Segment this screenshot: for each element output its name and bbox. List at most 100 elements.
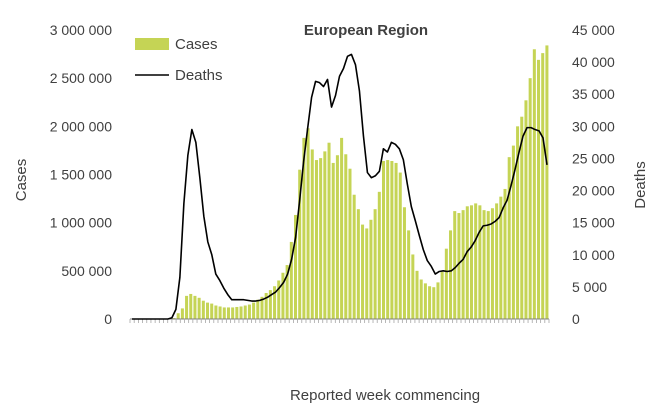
cases-bar — [189, 293, 193, 319]
cases-bar — [193, 295, 197, 319]
y2-tick-label: 20 000 — [572, 183, 615, 199]
cases-bar — [402, 207, 406, 319]
cases-bar — [524, 100, 528, 319]
y2-tick-label: 45 000 — [572, 22, 615, 38]
cases-bar — [185, 295, 189, 319]
cases-bar — [294, 214, 298, 319]
cases-bar — [214, 305, 218, 319]
cases-bar — [314, 160, 318, 319]
cases-bar — [511, 145, 515, 319]
cases-bar — [411, 254, 415, 319]
cases-bar — [180, 308, 184, 319]
cases-bar — [210, 303, 214, 319]
cases-bar — [537, 59, 541, 320]
cases-bar — [335, 155, 339, 319]
cases-bar — [327, 142, 331, 319]
cases-bar — [361, 224, 365, 319]
cases-bar — [235, 306, 239, 319]
cases-bar — [289, 241, 293, 319]
cases-bar — [218, 306, 222, 319]
cases-bar — [444, 248, 448, 319]
right-axis-ticks: 0 5 000 10 000 15 000 20 000 25 000 30 000 35 0… — [572, 22, 615, 327]
legend-swatch-cases — [135, 38, 169, 50]
chart-title: European Region — [304, 22, 428, 39]
cases-bar — [432, 287, 436, 319]
cases-bar — [281, 272, 285, 319]
cases-bar — [407, 230, 411, 319]
cases-bar — [285, 265, 289, 319]
cases-bar — [457, 213, 461, 319]
y2-tick-label: 35 000 — [572, 86, 615, 102]
cases-bar — [545, 45, 549, 319]
deaths-line-group — [132, 53, 548, 320]
cases-bar — [478, 205, 482, 319]
y2-tick-label: 25 000 — [572, 150, 615, 166]
cases-bar — [495, 203, 499, 319]
cases-bar — [398, 172, 402, 319]
cases-bar — [319, 158, 323, 319]
cases-bar — [474, 203, 478, 319]
cases-bar — [453, 211, 457, 319]
cases-bar — [277, 280, 281, 319]
y2-tick-label: 5 000 — [572, 279, 607, 295]
cases-bar — [373, 209, 377, 319]
cases-bars — [172, 45, 549, 320]
cases-bar — [243, 305, 247, 319]
cases-bar — [260, 296, 264, 319]
cases-bar — [428, 286, 432, 319]
cases-bar — [516, 126, 520, 319]
cases-bar — [176, 313, 180, 319]
cases-bar — [256, 299, 260, 319]
cases-bar — [503, 188, 507, 319]
y-tick-label: 1 500 000 — [50, 167, 112, 183]
cases-bar — [390, 161, 394, 319]
y2-tick-label: 10 000 — [572, 247, 615, 263]
cases-bar — [344, 154, 348, 319]
cases-bar — [541, 53, 545, 320]
y2-tick-label: 40 000 — [572, 54, 615, 70]
cases-bar — [377, 191, 381, 319]
deaths-line — [132, 53, 548, 320]
cases-bar — [310, 149, 314, 319]
cases-bar — [423, 283, 427, 319]
cases-bar — [440, 271, 444, 319]
cases-bar — [365, 228, 369, 319]
cases-bar — [348, 168, 352, 319]
cases-bar — [340, 137, 344, 319]
cases-bar — [356, 209, 360, 319]
y2-tick-label: 15 000 — [572, 215, 615, 231]
cases-bar — [302, 137, 306, 319]
cases-bar — [306, 128, 310, 319]
left-axis-ticks: 0 500 000 1 000 000 1 500 000 2 000 000 2 500… — [50, 22, 113, 327]
axes — [129, 318, 550, 323]
cases-bar — [247, 304, 251, 319]
legend-label-deaths: Deaths — [175, 67, 223, 84]
cases-bar — [352, 194, 356, 319]
cases-bar — [507, 157, 511, 319]
cases-bar — [197, 297, 201, 319]
y2-tick-label: 30 000 — [572, 118, 615, 134]
cases-bar — [381, 161, 386, 319]
cases-bar — [415, 270, 419, 319]
cases-bar — [499, 196, 503, 319]
cases-bar — [528, 78, 532, 319]
x-axis-title: Reported week commencing — [290, 387, 480, 404]
y2-tick-label: 0 — [572, 311, 580, 327]
y-tick-label: 2 000 000 — [50, 118, 112, 134]
cases-bar — [298, 169, 302, 319]
cases-bar — [532, 49, 536, 320]
y-tick-label: 1 000 000 — [50, 215, 112, 231]
cases-bar — [419, 279, 423, 319]
cases-bar — [252, 302, 256, 319]
cases-bar — [331, 162, 335, 319]
cases-bar — [268, 290, 272, 319]
cases-bar — [201, 300, 205, 319]
cases-bar — [469, 205, 473, 319]
cases-bar — [486, 211, 490, 319]
cases-bar — [264, 292, 268, 319]
y-tick-label: 3 000 000 — [50, 22, 112, 38]
cases-bar — [231, 307, 235, 319]
cases-bar — [239, 306, 243, 319]
cases-bar — [449, 230, 453, 319]
